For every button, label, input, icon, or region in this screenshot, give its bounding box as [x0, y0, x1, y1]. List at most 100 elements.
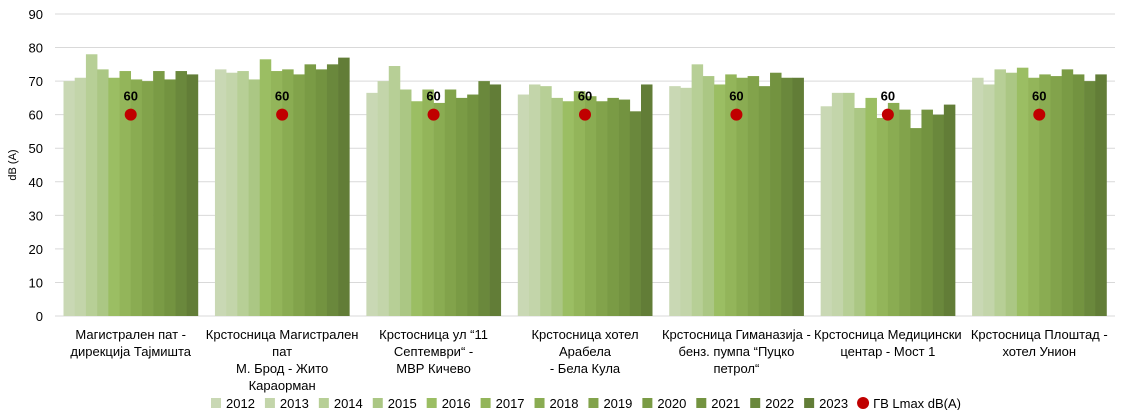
bar-2016 [865, 97, 877, 316]
x-category-label: МВР Кичево [396, 361, 471, 376]
bar-2012 [820, 106, 833, 317]
legend-swatch-2020 [642, 398, 653, 408]
legend-label: 2019 [603, 396, 632, 410]
y-tick-label: 10 [29, 275, 43, 290]
legend-swatch-2016 [426, 398, 437, 408]
bar-2012 [517, 94, 530, 317]
limit-marker [124, 108, 137, 121]
y-tick-label: 50 [29, 141, 43, 156]
bar-2014 [85, 54, 98, 317]
limit-marker [730, 108, 743, 121]
bar-2013 [983, 84, 995, 316]
legend-swatch-2014 [318, 398, 329, 408]
limit-data-label: 60 [275, 89, 289, 104]
bar-2023 [338, 57, 350, 316]
bar-2020 [910, 128, 922, 316]
bar-2014 [691, 64, 704, 316]
bar-2023 [641, 84, 653, 316]
legend-swatch-2023 [804, 398, 815, 408]
x-category-label: Крстосница Гиманазија - [662, 327, 811, 342]
bar-2014 [388, 66, 401, 316]
bar-2020 [607, 97, 619, 316]
legend-label: 2013 [280, 396, 309, 410]
bar-2017 [876, 118, 889, 317]
legend-label: ГВ Lmax dB(A) [873, 396, 961, 410]
legend-label: 2023 [819, 396, 848, 410]
legend-swatch-2018 [534, 398, 545, 408]
bar-2015 [551, 97, 563, 316]
bar-2020 [153, 71, 165, 317]
bar-2021 [164, 79, 176, 316]
bar-2018 [585, 96, 597, 316]
bar-2012 [366, 92, 378, 316]
bar-2020 [1061, 69, 1074, 316]
legend-label: 2018 [550, 396, 579, 410]
bar-2022 [1084, 81, 1096, 316]
bar-2012 [63, 81, 76, 316]
bar-2013 [529, 84, 541, 316]
bar-2022 [781, 77, 793, 316]
x-category-label: Крстосница Медицински [814, 327, 962, 342]
bar-2019 [596, 101, 608, 316]
legend-label: 2016 [442, 396, 471, 410]
limit-data-label: 60 [729, 89, 743, 104]
limit-data-label: 60 [123, 89, 137, 104]
x-category-label: Крстосница хотел [531, 327, 638, 342]
bar-2021 [1072, 74, 1085, 317]
x-category-label: Крстосница Магистрален [206, 327, 359, 342]
bar-2021 [315, 69, 328, 316]
x-category-label: Крстосница Плоштад - [971, 327, 1108, 342]
bar-2016 [1016, 67, 1029, 316]
y-tick-label: 20 [29, 242, 43, 257]
bar-2013 [831, 92, 844, 316]
y-axis-label: dB (A) [7, 149, 19, 180]
bar-2018 [887, 102, 900, 316]
x-category-label: дирекција Тајмишта [70, 344, 191, 359]
bar-2020 [455, 97, 468, 316]
limit-marker [881, 108, 894, 121]
bar-2017 [1028, 77, 1040, 316]
bar-2013 [74, 77, 87, 316]
bar-2023 [489, 84, 502, 316]
bar-2023 [792, 77, 804, 316]
bar-2012 [669, 86, 681, 317]
legend-swatch-2012 [211, 398, 221, 408]
bar-2017 [573, 91, 586, 316]
legend-swatch-2019 [588, 398, 599, 408]
x-category-label: пат [272, 344, 292, 359]
bar-2019 [899, 109, 911, 316]
bar-2022 [175, 71, 188, 317]
y-tick-label: 40 [29, 175, 43, 190]
bar-2015 [1005, 72, 1018, 316]
bar-2016 [714, 84, 726, 316]
bar-2016 [259, 59, 272, 317]
x-category-label: Крстосница ул “11 [379, 327, 488, 342]
bar-2023 [1095, 74, 1107, 317]
bar-2019 [141, 81, 154, 316]
bar-2018 [282, 69, 294, 316]
bar-2022 [326, 64, 339, 316]
legend-label: 2021 [711, 396, 740, 410]
bar-2016 [411, 101, 423, 316]
x-category-label: Магистрален пат - [75, 327, 186, 342]
bar-2014 [237, 71, 249, 317]
bar-2019 [293, 74, 305, 317]
bar-2014 [994, 69, 1006, 316]
bar-2016 [108, 77, 120, 316]
bar-2019 [444, 89, 457, 316]
legend-swatch-2013 [264, 398, 275, 408]
x-category-label: хотел Унион [1002, 344, 1076, 359]
bar-2018 [130, 79, 143, 316]
bar-2019 [1050, 76, 1062, 316]
limit-data-label: 60 [1032, 89, 1046, 104]
bar-2018 [1039, 74, 1051, 317]
bar-2016 [562, 101, 575, 316]
legend-marker-limit [857, 397, 870, 409]
x-category-label: бенз. пумпа “Пуцко [679, 344, 795, 359]
legend-swatch-2017 [480, 398, 491, 408]
legend-swatch-2022 [750, 398, 761, 408]
bar-2021 [618, 99, 631, 316]
legend-swatch-2021 [696, 398, 707, 408]
legend-swatch-2015 [372, 398, 383, 408]
